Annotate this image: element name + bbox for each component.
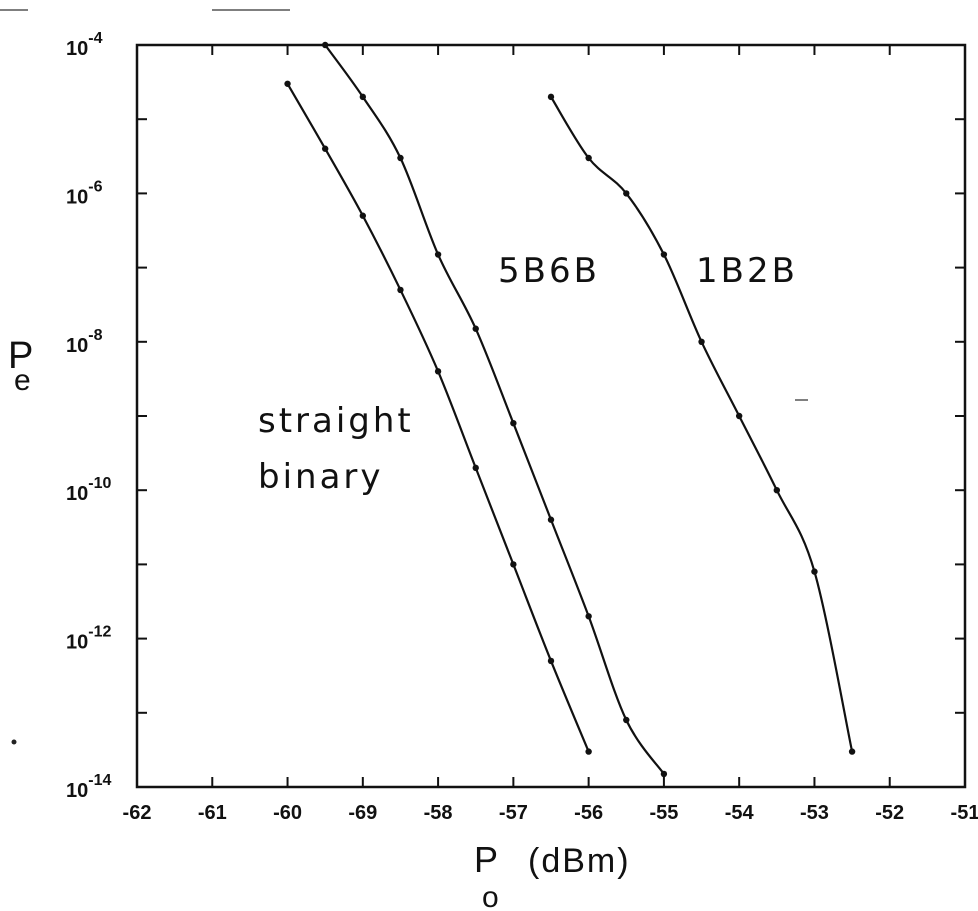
- scan-artifact-dot: [11, 739, 17, 745]
- data-point: [735, 412, 743, 420]
- data-point: [321, 41, 329, 49]
- data-point: [848, 748, 856, 755]
- data-point: [397, 286, 404, 294]
- data-point: [321, 145, 329, 152]
- data-point: [623, 716, 630, 724]
- data-point: [811, 568, 818, 575]
- data-point: [472, 464, 479, 472]
- series-line-1: [324, 44, 665, 775]
- x-tick-label: -56: [574, 802, 603, 824]
- x-axis-label: P: [474, 839, 498, 880]
- data-point: [585, 613, 592, 620]
- y-tick-label: 10-12: [66, 624, 111, 654]
- data-point: [660, 251, 668, 258]
- data-point: [547, 657, 555, 665]
- x-tick-label: -51: [951, 802, 978, 824]
- x-tick-label: -54: [725, 802, 755, 824]
- data-point: [585, 748, 592, 755]
- label-binary: binary: [258, 457, 384, 497]
- y-axis-ticks: 10-4 10-6 10-8 10-10 10-12 10-14: [66, 30, 965, 802]
- x-tick-label: -55: [649, 802, 678, 824]
- y-tick-label: 10-10: [66, 475, 111, 505]
- data-point: [359, 93, 367, 101]
- data-point: [510, 561, 517, 568]
- x-tick-label: -61: [198, 802, 227, 824]
- x-tick-label: -62: [123, 802, 152, 824]
- x-axis-unit: (dBm): [528, 842, 631, 880]
- data-point: [359, 212, 367, 219]
- data-point: [585, 154, 592, 162]
- y-tick-label: 10-14: [66, 772, 111, 802]
- label-5b6b: 5B6B: [498, 251, 600, 291]
- x-tick-label: -57: [499, 802, 528, 824]
- data-point: [623, 190, 630, 197]
- series-line-2: [550, 96, 854, 752]
- data-point: [547, 516, 555, 523]
- y-axis-label: P: [8, 335, 33, 377]
- y-tick-label: 10-8: [66, 327, 103, 357]
- x-tick-label: -69: [348, 802, 377, 824]
- y-tick-label: 10-6: [66, 178, 103, 208]
- data-point: [773, 487, 781, 494]
- x-tick-label: -52: [875, 802, 904, 824]
- series-line-0: [286, 83, 590, 753]
- x-tick-label: -60: [273, 802, 302, 824]
- data-point: [434, 251, 442, 258]
- x-tick-label: -58: [424, 802, 453, 824]
- y-tick-label: 10-4: [66, 30, 103, 60]
- data-point: [698, 338, 705, 345]
- label-1b2b: 1B2B: [696, 251, 798, 291]
- x-axis-ticks: -62 -61 -60 -69 -58 -57 -56 -55 -54 -53 -52 -51: [123, 45, 978, 824]
- data-point: [284, 80, 291, 87]
- data-point: [434, 368, 442, 375]
- data-point: [547, 93, 555, 101]
- y-axis-label-subscript: e: [14, 364, 31, 397]
- series-layer: [284, 41, 856, 778]
- data-point: [510, 419, 517, 427]
- label-straight: straight: [258, 401, 414, 441]
- x-axis-label-subscript: o: [482, 881, 499, 911]
- data-point: [660, 770, 668, 778]
- data-point: [472, 325, 479, 332]
- x-tick-label: -53: [800, 802, 829, 824]
- data-point: [397, 154, 404, 162]
